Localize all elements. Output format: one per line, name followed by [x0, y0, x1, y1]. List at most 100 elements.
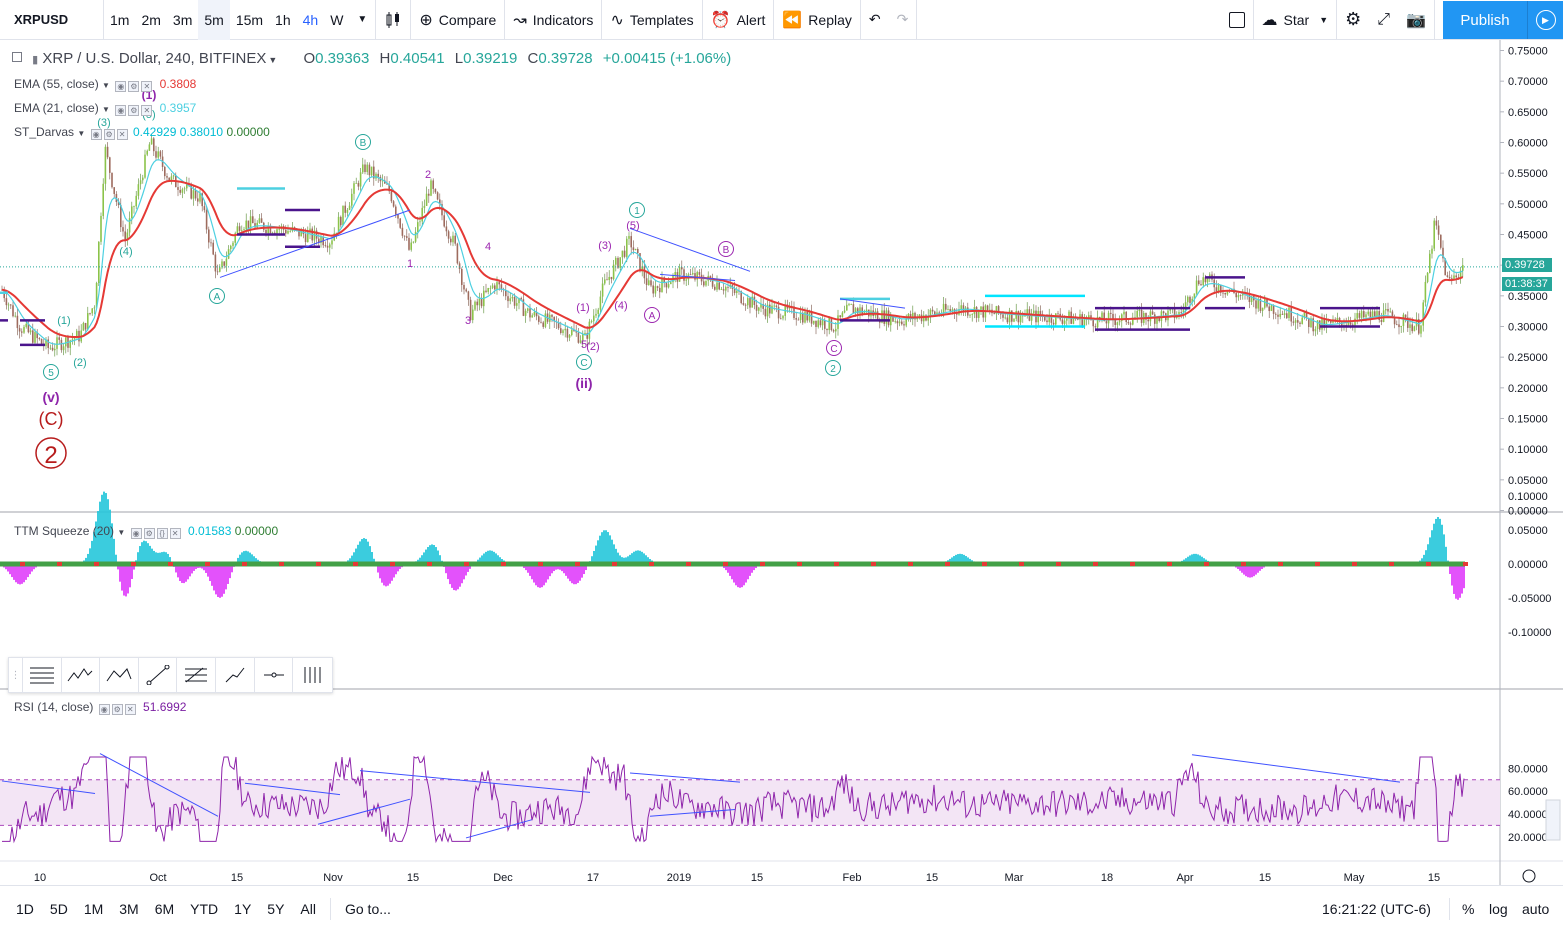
- eye-icon[interactable]: ◉: [98, 704, 110, 715]
- range-1m[interactable]: 1M: [83, 900, 104, 917]
- horizontal-ray-tool[interactable]: [255, 658, 294, 692]
- candle-body: [214, 254, 217, 272]
- range-5y[interactable]: 5Y: [267, 900, 285, 917]
- chart-canvas[interactable]: 0.75000 0.70000 0.65000 0.60000 0.55000 0.500…: [0, 40, 1563, 885]
- candle-body: [975, 307, 978, 318]
- rsi-legend[interactable]: RSI (14, close) ◉ ⚙ ✕ 51.6992: [14, 700, 186, 715]
- interval-w[interactable]: W: [330, 11, 344, 28]
- elliott-impulse-tool[interactable]: [62, 658, 101, 692]
- interval-15m[interactable]: 15m: [235, 11, 264, 28]
- fullscreen-layout-button[interactable]: [1221, 0, 1254, 40]
- range-3m[interactable]: 3M: [119, 900, 139, 917]
- chevron-down-icon[interactable]: ▼: [102, 81, 110, 90]
- fib-tool[interactable]: [23, 658, 62, 692]
- interval-3m[interactable]: 3m: [172, 11, 193, 28]
- elliott-correction-tool[interactable]: [100, 658, 139, 692]
- interval-4h[interactable]: 4h: [302, 11, 319, 28]
- candle-body: [373, 166, 375, 179]
- ttm-bar: [385, 564, 387, 587]
- eye-icon[interactable]: ◉: [130, 528, 142, 539]
- eye-icon[interactable]: ◉: [90, 129, 102, 140]
- chart-style-button[interactable]: [376, 0, 412, 40]
- publish-button[interactable]: Publish: [1443, 1, 1527, 39]
- auto-toggle[interactable]: auto: [1522, 901, 1550, 917]
- range-6m[interactable]: 6M: [154, 900, 175, 917]
- percent-toggle[interactable]: %: [1462, 901, 1475, 917]
- goto-button[interactable]: Go to...: [344, 900, 391, 917]
- range-ytd[interactable]: YTD: [190, 900, 219, 917]
- ttm-bar: [377, 564, 379, 573]
- ttm-bar: [543, 564, 545, 586]
- chevron-down-icon[interactable]: ▼: [77, 129, 86, 138]
- templates-label: Templates: [629, 11, 694, 28]
- settings-icon[interactable]: ⚙: [111, 704, 123, 715]
- eye-icon[interactable]: ◉: [115, 105, 127, 116]
- close-icon[interactable]: ✕: [141, 81, 153, 92]
- ema21-legend[interactable]: EMA (21, close) ▼ ◉ ⚙ ✕ 0.3957: [14, 101, 196, 116]
- ttm-bar: [1453, 564, 1455, 594]
- range-1d[interactable]: 1D: [16, 900, 34, 917]
- candle-body: [1349, 322, 1352, 325]
- candle-body: [1136, 310, 1138, 318]
- ttm-histogram: [1, 491, 1465, 600]
- indicators-button[interactable]: ↝ Indicators: [505, 0, 603, 40]
- chevron-down-icon[interactable]: ▼: [268, 55, 278, 65]
- collapse-icon[interactable]: [12, 52, 22, 62]
- settings-button[interactable]: ⚙: [1337, 0, 1369, 40]
- log-toggle[interactable]: log: [1489, 901, 1508, 917]
- symbol-search[interactable]: XRPUSD: [0, 0, 104, 40]
- chevron-down-icon[interactable]: ▼: [102, 105, 110, 114]
- screenshot-button[interactable]: 📷: [1398, 0, 1435, 40]
- close-icon[interactable]: ✕: [116, 129, 128, 140]
- candles-icon: [386, 11, 400, 28]
- chevron-down-icon[interactable]: ▼: [117, 528, 126, 537]
- close-icon[interactable]: ✕: [169, 528, 181, 539]
- compare-button[interactable]: ⊕ Compare: [411, 0, 506, 40]
- candle-body: [1008, 310, 1011, 323]
- symbol-title[interactable]: XRP / U.S. Dollar, 240, BITFINEX: [42, 50, 267, 67]
- eye-icon[interactable]: ◉: [115, 81, 127, 92]
- ttm-legend[interactable]: TTM Squeeze (20) ▼ ◉ ⚙{} ✕ 0.01583 0.00000: [14, 524, 278, 539]
- candle-body: [685, 279, 687, 281]
- fib-retracement-tool[interactable]: [177, 658, 217, 692]
- interval-dropdown[interactable]: ▼: [349, 0, 377, 40]
- candle-body: [430, 180, 432, 196]
- fullscreen-button[interactable]: ⤢: [1369, 0, 1398, 40]
- range-1y[interactable]: 1Y: [234, 900, 252, 917]
- clock[interactable]: 16:21:22 (UTC-6): [1322, 901, 1431, 917]
- range-5d[interactable]: 5D: [49, 900, 68, 917]
- ttm-bar: [537, 564, 539, 588]
- path-tool[interactable]: [216, 658, 255, 692]
- drag-handle[interactable]: ⋮: [9, 658, 23, 692]
- range-all[interactable]: All: [300, 900, 316, 917]
- last-price-tag: 0.39728: [1502, 258, 1552, 272]
- ema55-legend[interactable]: EMA (55, close) ▼ ◉ ⚙ ✕ 0.3808: [14, 77, 196, 92]
- templates-button[interactable]: ∿ Templates: [602, 0, 703, 40]
- candle-body: [1409, 324, 1411, 328]
- ttm-bar: [141, 542, 143, 564]
- star-button[interactable]: ☁ Star ▼: [1254, 0, 1338, 40]
- close-icon[interactable]: ✕: [124, 704, 136, 715]
- interval-5m[interactable]: 5m: [198, 0, 230, 40]
- pitchfork-tool[interactable]: [293, 658, 332, 692]
- settings-icon[interactable]: ⚙: [128, 105, 140, 116]
- candle-body: [1237, 295, 1240, 298]
- candle-body: [144, 154, 146, 178]
- candle-body: [267, 226, 269, 234]
- settings-icon[interactable]: ⚙: [103, 129, 115, 140]
- settings-icon[interactable]: ⚙: [128, 81, 140, 92]
- close-icon[interactable]: ✕: [141, 105, 153, 116]
- replay-button[interactable]: ⏪ Replay: [774, 0, 861, 40]
- redo-button[interactable]: ↷: [889, 0, 918, 40]
- candle-body: [1420, 325, 1422, 334]
- interval-1m[interactable]: 1m: [110, 11, 130, 28]
- interval-2m[interactable]: 2m: [141, 11, 161, 28]
- source-icon[interactable]: {}: [156, 528, 168, 539]
- trend-line-tool[interactable]: [139, 658, 178, 692]
- darvas-legend[interactable]: ST_Darvas ▼ ◉ ⚙ ✕ 0.42929 0.38010 0.00000: [14, 125, 270, 140]
- publish-menu-button[interactable]: ▶: [1527, 1, 1563, 39]
- alert-button[interactable]: ⏰ Alert: [703, 0, 775, 40]
- interval-1h[interactable]: 1h: [275, 11, 291, 28]
- undo-button[interactable]: ↶: [861, 0, 889, 40]
- settings-icon[interactable]: ⚙: [143, 528, 155, 539]
